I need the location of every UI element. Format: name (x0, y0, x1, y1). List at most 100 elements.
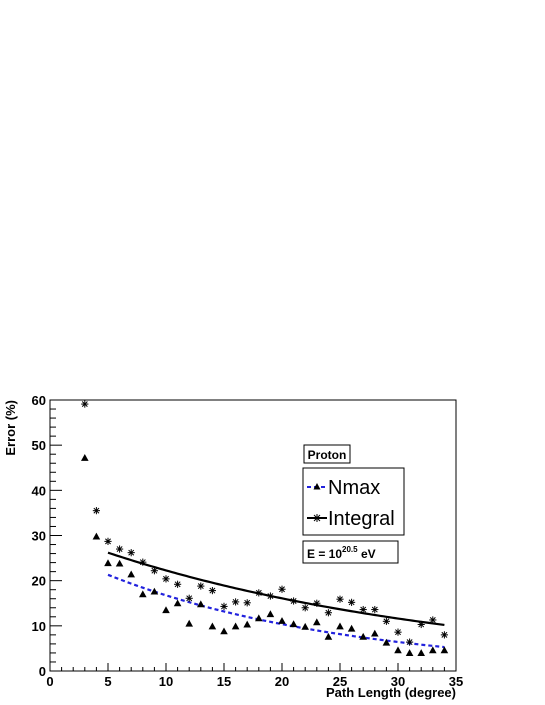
nmax-point (405, 649, 414, 656)
integral-point (394, 628, 402, 636)
particle-label-border (303, 444, 351, 464)
energy-suffix: eV (358, 547, 376, 561)
nmax-point (382, 638, 391, 646)
x-tick-label: 10 (159, 674, 173, 689)
nmax-point (220, 627, 228, 635)
y-tick-label: 30 (32, 529, 46, 544)
integral-point (162, 575, 170, 583)
nmax-point (313, 618, 321, 626)
nmax-point (139, 590, 147, 598)
legend-label-integral: Integral (328, 508, 395, 530)
x-tick-label: 0 (46, 674, 53, 689)
y-tick-label: 0 (39, 664, 46, 679)
integral-point (359, 605, 367, 614)
x-tick-label: 35 (449, 674, 463, 689)
integral-point (266, 592, 274, 600)
nmax-point (347, 624, 356, 632)
fit-line-integral (107, 551, 445, 627)
integral-point (255, 589, 263, 597)
nmax-point (429, 646, 437, 654)
x-tick-label: 30 (391, 674, 405, 689)
integral-point (429, 616, 437, 624)
nmax-point (173, 599, 182, 607)
nmax-point (104, 559, 112, 567)
nmax-point (127, 570, 135, 578)
nmax-point (440, 646, 449, 654)
nmax-point (243, 620, 251, 628)
integral-point (278, 585, 286, 593)
integral-point (382, 617, 390, 625)
y-tick-label: 50 (32, 438, 46, 453)
nmax-point (394, 646, 402, 654)
integral-point (371, 605, 379, 614)
integral-point (127, 549, 135, 557)
particle-label: Proton (308, 448, 347, 462)
y-tick-label: 10 (32, 619, 46, 634)
integral-point (220, 602, 228, 611)
integral-point (348, 598, 356, 606)
integral-point (197, 582, 205, 590)
energy-label-box: E = 1020.5 eV (302, 540, 399, 564)
nmax-point (150, 587, 159, 595)
nmax-point (301, 622, 309, 630)
nmax-point (197, 600, 205, 608)
fit-line-nmax (107, 573, 445, 649)
nmax-point (185, 619, 193, 627)
integral-point (174, 580, 182, 588)
y-axis: 0 10 20 30 40 50 60 (32, 393, 62, 679)
y-tick-label: 20 (32, 574, 46, 589)
integral-point (243, 599, 251, 607)
integral-point (139, 558, 147, 566)
integral-point (104, 537, 112, 545)
integral-point (81, 400, 89, 408)
integral-point (440, 631, 448, 639)
nmax-point (115, 559, 124, 567)
legend-label-nmax: Nmax (328, 477, 380, 499)
x-tick-label: 25 (333, 674, 347, 689)
nmax-point (359, 632, 367, 640)
legend: Nmax Integral (302, 467, 405, 536)
data-markers (81, 400, 449, 656)
nmax-point (278, 617, 286, 624)
y-tick-label: 40 (32, 483, 46, 498)
energy-prefix: E = 10 (307, 547, 342, 561)
energy-label: E = 1020.5 eV (307, 545, 376, 561)
integral-point (301, 604, 309, 612)
integral-point (313, 599, 321, 607)
nmax-point (324, 632, 333, 640)
integral-point (116, 545, 124, 553)
particle-label-box: Proton (303, 444, 351, 464)
x-axis-title: Path Length (degree) (326, 685, 456, 700)
integral-point (290, 597, 298, 605)
legend-marker-nmax (313, 483, 321, 490)
integral-point (208, 587, 216, 595)
legend-marker-integral (313, 514, 321, 522)
energy-exponent: 20.5 (342, 545, 358, 554)
nmax-point (371, 629, 379, 637)
x-axis: 0 5 10 15 20 25 30 35 (46, 663, 463, 689)
x-tick-label: 15 (217, 674, 231, 689)
nmax-point (289, 620, 298, 628)
nmax-point (81, 454, 89, 461)
nmax-point (92, 532, 101, 540)
integral-point (232, 598, 240, 606)
legend-border (302, 467, 405, 536)
nmax-point (255, 614, 263, 622)
nmax-point (231, 622, 240, 630)
integral-point (336, 595, 344, 603)
nmax-point (162, 606, 170, 614)
nmax-point (208, 622, 217, 630)
y-tick-label: 60 (32, 393, 46, 408)
fit-lines (107, 551, 445, 649)
x-tick-label: 5 (104, 674, 111, 689)
x-tick-label: 20 (275, 674, 289, 689)
energy-label-border (302, 540, 399, 564)
nmax-point (417, 649, 425, 656)
integral-point (92, 507, 100, 515)
integral-point (150, 567, 158, 575)
y-axis-title: Error (%) (3, 400, 18, 456)
integral-point (406, 638, 414, 646)
integral-point (185, 594, 193, 602)
